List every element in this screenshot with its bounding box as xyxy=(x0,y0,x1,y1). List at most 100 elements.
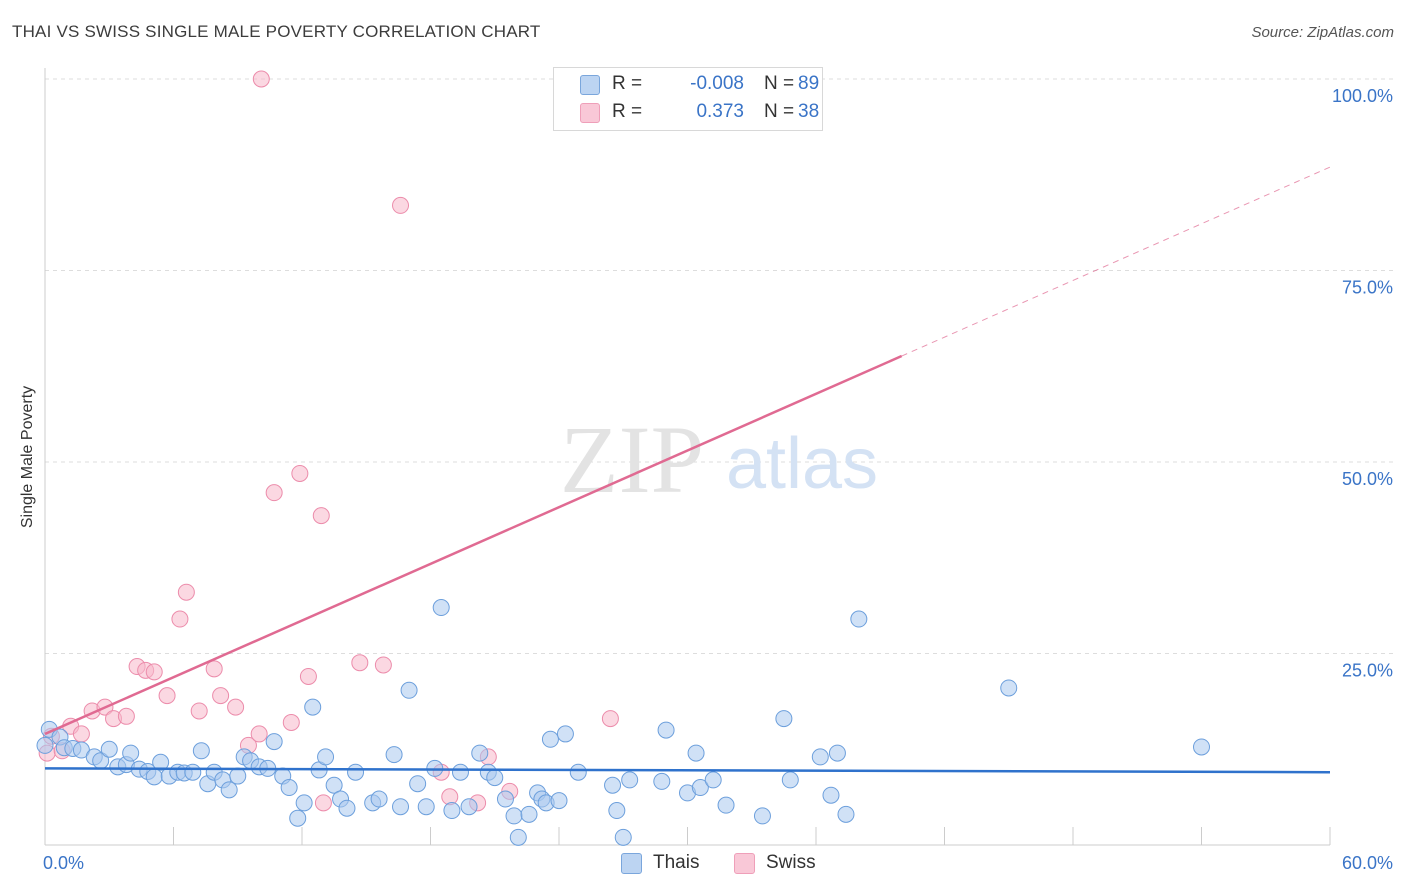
swiss-point xyxy=(299,667,317,685)
thais-point xyxy=(370,790,388,808)
watermark: ZIP atlas xyxy=(560,406,878,513)
swiss-point xyxy=(190,702,208,720)
thais-point xyxy=(837,805,855,823)
y-tick-label: 50.0% xyxy=(1342,469,1393,489)
chart-title: THAI VS SWISS SINGLE MALE POVERTY CORREL… xyxy=(12,22,541,41)
swiss-point xyxy=(252,70,270,88)
thais-point xyxy=(347,763,365,781)
thais-point xyxy=(691,779,709,797)
tick-labels: 25.0% 50.0% 75.0% 100.0% 0.0% 60.0% xyxy=(43,86,1393,873)
swiss-point xyxy=(351,654,369,672)
thais-point xyxy=(550,792,568,810)
swiss-point xyxy=(158,687,176,705)
thais-point xyxy=(304,698,322,716)
thais-point xyxy=(614,828,632,846)
thais-point xyxy=(608,802,626,820)
thais-point xyxy=(145,768,163,786)
thais-point xyxy=(471,744,489,762)
thais-point xyxy=(192,742,210,760)
thais-r-value: -0.008 xyxy=(690,73,744,94)
swiss-point xyxy=(117,707,135,725)
thais-points xyxy=(36,599,1210,846)
thais-swatch xyxy=(580,75,600,95)
thais-point xyxy=(220,781,238,799)
thais-point xyxy=(409,775,427,793)
thais-point xyxy=(811,748,829,766)
thais-point xyxy=(443,802,461,820)
thais-point xyxy=(280,779,298,797)
thais-point xyxy=(1000,679,1018,697)
swiss-point xyxy=(177,583,195,601)
y-tick-label: 75.0% xyxy=(1342,278,1393,298)
thais-n-value: 89 xyxy=(798,73,820,94)
thais-point xyxy=(265,733,283,751)
thais-point xyxy=(385,746,403,764)
thais-point xyxy=(604,776,622,794)
swiss-point xyxy=(72,725,90,743)
thais-point xyxy=(621,771,639,789)
thais-point xyxy=(152,753,170,771)
thais-point xyxy=(100,740,118,758)
thais-point xyxy=(556,725,574,743)
swiss-point xyxy=(145,663,163,681)
swiss-point xyxy=(312,507,330,525)
thais-point xyxy=(317,748,335,766)
thais-point xyxy=(569,763,587,781)
thais-point xyxy=(822,786,840,804)
thais-r-label: R = xyxy=(612,73,643,94)
thais-point xyxy=(657,721,675,739)
axes xyxy=(44,68,1331,846)
thais-point xyxy=(1193,738,1210,756)
watermark-atlas-text: atlas xyxy=(726,424,878,504)
swiss-point xyxy=(392,196,410,214)
swiss-trend-line xyxy=(44,354,903,736)
thais-point xyxy=(184,763,202,781)
swiss-points xyxy=(38,70,622,812)
swiss-swatch xyxy=(580,103,600,123)
swiss-point xyxy=(171,610,189,628)
legend-swiss-label: Swiss xyxy=(766,852,816,873)
x-tick-label: 60.0% xyxy=(1342,853,1393,873)
swiss-point xyxy=(212,687,230,705)
grid-lines xyxy=(45,78,1395,654)
source-credit: Source: ZipAtlas.com xyxy=(1251,24,1394,41)
y-tick-label: 100.0% xyxy=(1332,86,1393,106)
y-tick-label: 25.0% xyxy=(1342,661,1393,681)
swiss-point xyxy=(601,710,619,728)
stats-box: R = -0.008 N = 89 R = 0.373 N = 38 xyxy=(553,67,823,131)
thais-point xyxy=(338,799,356,817)
legend-thais-swatch xyxy=(621,853,642,874)
swiss-point xyxy=(250,725,268,743)
thais-point xyxy=(486,769,504,787)
thais-point xyxy=(509,828,527,846)
thais-point xyxy=(36,736,54,754)
thais-point xyxy=(717,796,735,814)
swiss-point xyxy=(205,660,223,678)
thais-point xyxy=(704,771,722,789)
thais-point xyxy=(289,809,307,827)
thais-point xyxy=(295,794,313,812)
swiss-point xyxy=(282,713,300,731)
thais-point xyxy=(753,807,771,825)
swiss-n-value: 38 xyxy=(798,101,820,122)
thais-point xyxy=(392,798,410,816)
thais-point xyxy=(520,805,538,823)
thais-point xyxy=(653,772,671,790)
thais-point xyxy=(850,610,868,628)
thais-point xyxy=(496,790,514,808)
thais-point xyxy=(828,744,846,762)
thais-point xyxy=(541,730,559,748)
thais-point xyxy=(229,767,247,785)
thais-point xyxy=(460,798,478,816)
thais-point xyxy=(417,798,435,816)
thais-n-label: N = xyxy=(764,73,795,94)
thais-point xyxy=(400,681,418,699)
swiss-point xyxy=(291,464,309,482)
swiss-point xyxy=(314,794,332,812)
legend-thais-label: Thais xyxy=(653,852,700,873)
thais-point xyxy=(505,807,523,825)
swiss-n-label: N = xyxy=(764,101,795,122)
swiss-trend-extension xyxy=(901,166,1331,357)
thais-point xyxy=(451,763,469,781)
